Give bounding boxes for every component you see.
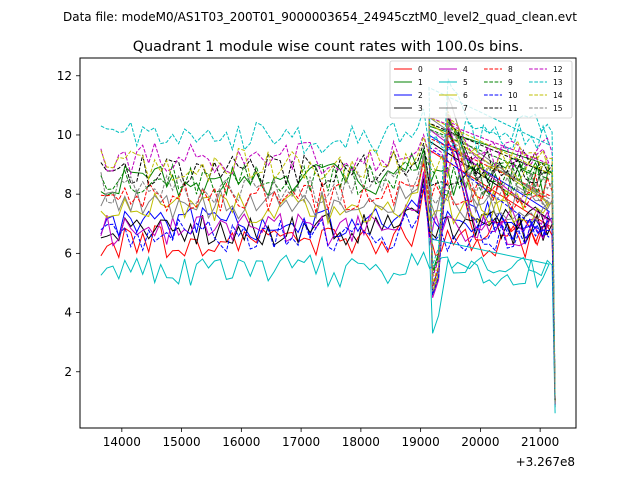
y-tick-label: 8 [64, 187, 72, 201]
x-tick-label: 18000 [342, 435, 380, 449]
x-tick-label: 15000 [162, 435, 200, 449]
legend-label-6: 6 [463, 91, 468, 100]
y-tick-label: 2 [64, 365, 72, 379]
y-tick-label: 4 [64, 306, 72, 320]
legend-label-5: 5 [463, 78, 468, 87]
legend-label-8: 8 [508, 65, 513, 74]
x-offset-label: +3.267e8 [516, 455, 575, 469]
plot-frame [79, 57, 577, 429]
y-tick-label: 10 [57, 128, 72, 142]
x-axis: 14000 15000 16000 17000 18000 19000 20000 21000 [103, 428, 559, 449]
legend-label-2: 2 [418, 91, 423, 100]
legend-label-7: 7 [463, 104, 468, 113]
x-tick-label: 14000 [103, 435, 141, 449]
series-line-10 [100, 143, 556, 405]
series-line-8 [100, 131, 556, 402]
x-tick-label: 19000 [402, 435, 440, 449]
legend-label-12: 12 [553, 65, 563, 74]
x-tick-label: 17000 [282, 435, 320, 449]
legend-label-9: 9 [508, 78, 513, 87]
series-line-9 [100, 120, 556, 402]
y-axis: 2 4 6 8 10 12 [57, 69, 80, 379]
y-tick-label: 6 [64, 246, 72, 260]
series-line-5 [100, 237, 556, 414]
chart-title: Quadrant 1 module wise count rates with … [133, 39, 524, 55]
legend-label-13: 13 [553, 78, 563, 87]
y-tick-label: 12 [57, 69, 72, 83]
x-tick-label: 20000 [461, 435, 499, 449]
series-line-15 [100, 122, 556, 405]
legend-label-1: 1 [418, 78, 423, 87]
legend-label-10: 10 [508, 91, 518, 100]
legend-label-0: 0 [418, 65, 423, 74]
legend-label-15: 15 [553, 104, 563, 113]
series-line-7 [100, 96, 556, 399]
series-line-12 [100, 114, 556, 399]
suptitle: Data file: modeM0/AS1T03_200T01_90000036… [63, 10, 577, 24]
legend-label-3: 3 [418, 104, 423, 113]
x-tick-label: 16000 [222, 435, 260, 449]
series-line-4 [100, 125, 556, 405]
legend-label-14: 14 [553, 91, 563, 100]
legend-label-4: 4 [463, 65, 468, 74]
legend-label-11: 11 [508, 104, 518, 113]
x-tick-label: 21000 [521, 435, 559, 449]
series-layer [100, 78, 556, 414]
legend-box [389, 60, 573, 119]
series-line-14 [100, 111, 556, 402]
